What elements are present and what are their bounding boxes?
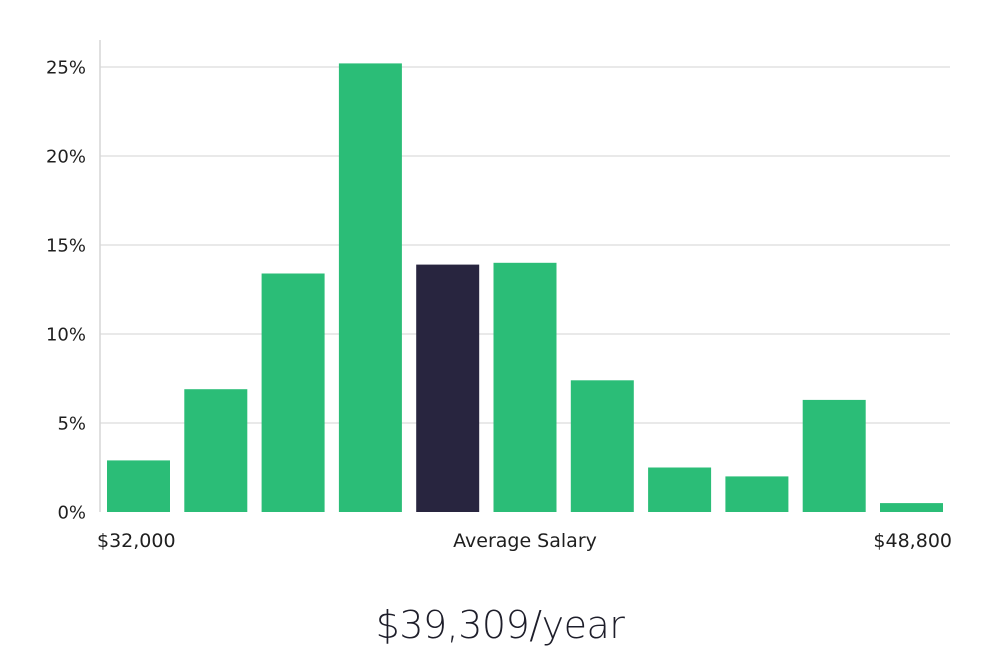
bars [107,63,943,513]
y-tick-labels: 0% 5% 10% 15% 20% 25% [46,58,86,524]
bar [338,63,402,513]
bar [107,460,170,512]
bar [184,389,248,512]
x-axis-labels: $32,000 Average Salary $48,800 [97,530,952,552]
bar [802,399,866,512]
bar [570,380,634,512]
x-label-min: $32,000 [97,530,176,552]
bar [493,262,557,512]
bar [725,476,789,512]
bar [880,503,943,512]
x-label-max: $48,800 [873,530,952,552]
salary-histogram: 0% 5% 10% 15% 20% 25% $32,000 Average Salary … [46,40,952,552]
bar [648,467,712,512]
y-tick-label: 0% [57,503,86,524]
bar-average-highlight [416,264,480,512]
x-label-average: Average Salary [453,530,597,552]
average-salary-value: $39,309/year [375,603,625,647]
y-tick-label: 5% [57,414,86,435]
y-tick-label: 10% [46,325,86,346]
bar [261,273,325,512]
y-tick-label: 20% [46,147,86,168]
y-tick-label: 25% [46,58,86,79]
y-tick-label: 15% [46,236,86,257]
